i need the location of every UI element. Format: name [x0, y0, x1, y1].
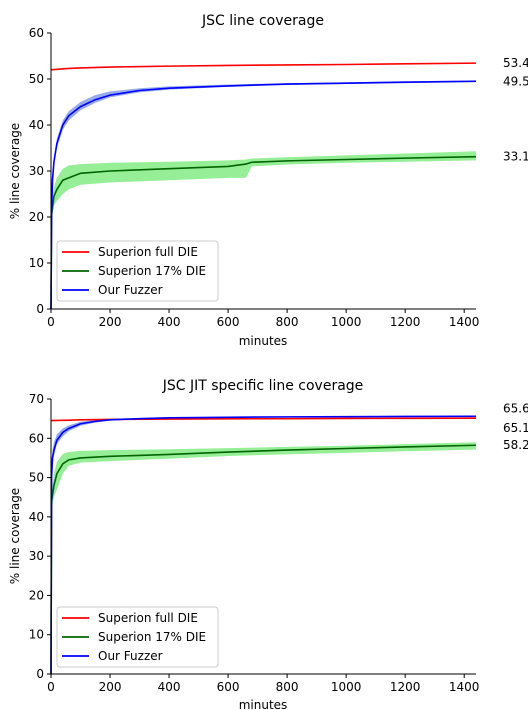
chart-jsc-jit-line-coverage: JSC JIT specific line coverage % line co… — [8, 378, 528, 710]
series-line-1 — [50, 444, 477, 675]
x-tick-label: 1400 — [449, 680, 480, 694]
y-axis-label: % line coverage — [8, 488, 22, 584]
x-axis-label: minutes — [239, 334, 288, 348]
x-tick-label: 600 — [217, 680, 240, 694]
series-line-0 — [50, 62, 477, 71]
x-tick-label: 800 — [276, 680, 299, 694]
y-tick-label: 70 — [29, 392, 44, 406]
y-tick-label: 50 — [29, 471, 44, 485]
legend-label: Superion 17% DIE — [98, 264, 206, 278]
legend-label: Our Fuzzer — [98, 649, 163, 663]
legend-box — [56, 240, 219, 302]
x-tick-label: 400 — [158, 680, 181, 694]
legend-label: Our Fuzzer — [98, 283, 163, 297]
series-line-1 — [50, 155, 477, 310]
final-value-label: 49.51 — [503, 74, 528, 88]
legend-box — [56, 606, 219, 668]
series-line-0 — [50, 417, 477, 422]
series-line-2 — [50, 415, 477, 675]
x-tick-label: 200 — [99, 680, 122, 694]
x-tick-label: 600 — [217, 315, 240, 329]
x-tick-label: 0 — [47, 680, 55, 694]
legend: Superion full DIE Superion 17% DIE Our Fuz… — [56, 606, 219, 668]
y-tick-label: 20 — [29, 210, 44, 224]
chart-title: JSC JIT specific line coverage — [162, 378, 364, 394]
series-line-2 — [50, 80, 477, 310]
confidence-band-2 — [51, 80, 476, 309]
x-axis-label: minutes — [239, 698, 288, 710]
y-tick-label: 50 — [29, 72, 44, 86]
y-tick-label: 40 — [29, 118, 44, 132]
y-tick-label: 0 — [36, 302, 44, 316]
final-value-label: 53.45 — [503, 56, 528, 70]
y-tick-label: 30 — [29, 549, 44, 563]
chart-title: JSC line coverage — [201, 13, 324, 29]
y-tick-label: 60 — [29, 431, 44, 445]
final-value-label: 58.23 — [503, 438, 528, 452]
x-tick-label: 1200 — [390, 680, 421, 694]
x-tick-label: 0 — [47, 315, 55, 329]
y-tick-label: 60 — [29, 26, 44, 40]
x-tick-label: 1200 — [390, 315, 421, 329]
x-tick-label: 1000 — [331, 680, 362, 694]
final-value-label: 33.11 — [503, 150, 528, 164]
chart-jsc-line-coverage: JSC line coverage % line coverage minute… — [8, 13, 528, 348]
y-tick-label: 0 — [36, 667, 44, 681]
x-tick-label: 200 — [99, 315, 122, 329]
x-tick-label: 800 — [276, 315, 299, 329]
legend-label: Superion 17% DIE — [98, 630, 206, 644]
legend-label: Superion full DIE — [98, 611, 198, 625]
y-tick-label: 20 — [29, 588, 44, 602]
y-axis-label: % line coverage — [8, 123, 22, 219]
y-tick-label: 10 — [29, 256, 44, 270]
final-value-label: 65.11 — [503, 421, 528, 435]
legend-label: Superion full DIE — [98, 245, 198, 259]
final-value-label: 65.60 — [503, 401, 528, 415]
y-tick-label: 40 — [29, 510, 44, 524]
x-tick-label: 400 — [158, 315, 181, 329]
legend: Superion full DIE Superion 17% DIE Our Fuz… — [56, 240, 219, 302]
x-tick-label: 1000 — [331, 315, 362, 329]
x-tick-label: 1400 — [449, 315, 480, 329]
y-tick-label: 10 — [29, 628, 44, 642]
confidence-band-1 — [51, 151, 476, 309]
y-tick-label: 30 — [29, 164, 44, 178]
